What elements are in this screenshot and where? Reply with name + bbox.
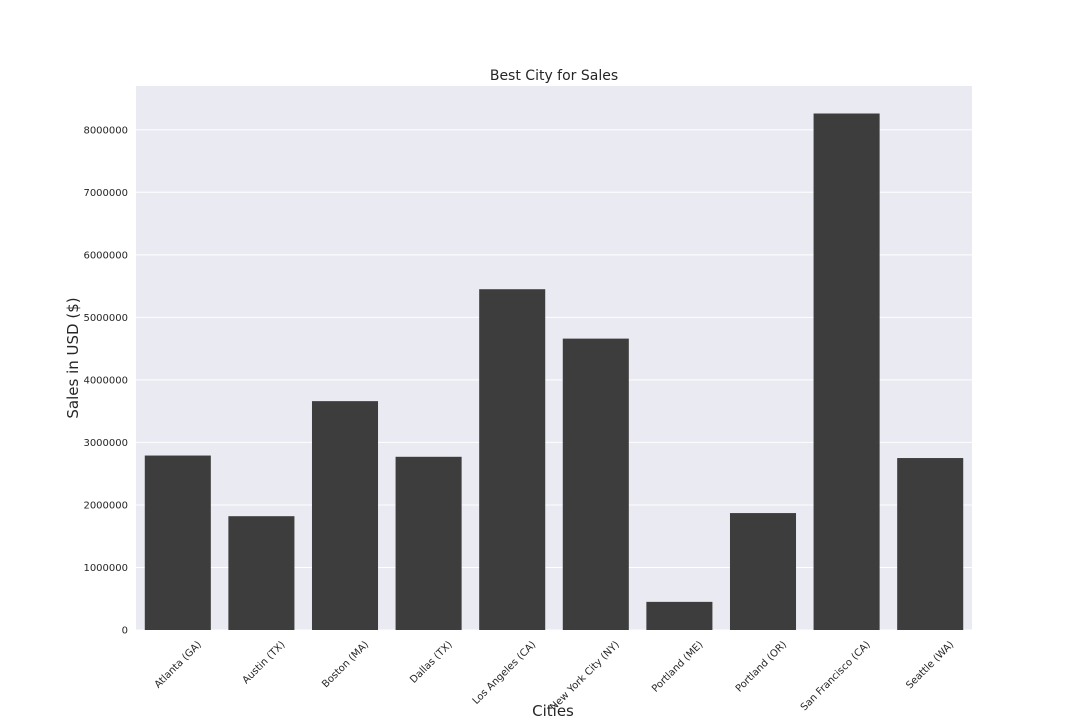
x-tick-label: Portland (ME) bbox=[650, 639, 705, 694]
y-tick-label: 8000000 bbox=[83, 125, 128, 136]
bar bbox=[395, 456, 462, 630]
y-tick-label: 0 bbox=[122, 626, 128, 637]
x-axis-label: Cities bbox=[532, 702, 574, 720]
y-axis-ticks: 0 1000000 2000000 3000000 4000000 5000000 6000… bbox=[83, 125, 128, 636]
bar bbox=[479, 289, 546, 630]
y-tick-label: 7000000 bbox=[83, 188, 128, 199]
y-tick-label: 2000000 bbox=[83, 500, 128, 511]
bar bbox=[646, 601, 713, 630]
chart-title: Best City for Sales bbox=[490, 68, 618, 84]
y-tick-label: 6000000 bbox=[83, 250, 128, 261]
x-tick-label: Austin (TX) bbox=[241, 639, 288, 686]
bar bbox=[897, 458, 964, 630]
x-tick-label: Portland (OR) bbox=[734, 639, 789, 694]
x-tick-label: Seattle (WA) bbox=[904, 639, 956, 691]
y-tick-label: 1000000 bbox=[83, 563, 128, 574]
x-tick-label: Dallas (TX) bbox=[408, 639, 455, 686]
y-tick-label: 3000000 bbox=[83, 438, 128, 449]
x-tick-label: San Francisco (CA) bbox=[799, 639, 873, 713]
bars bbox=[144, 113, 964, 631]
y-axis-label: Sales in USD ($) bbox=[64, 297, 82, 418]
bar bbox=[228, 516, 295, 630]
x-tick-label: Los Angeles (CA) bbox=[471, 639, 539, 707]
bar bbox=[144, 455, 211, 630]
x-tick-label: Atlanta (GA) bbox=[153, 639, 204, 690]
bar bbox=[813, 113, 880, 631]
bar bbox=[729, 513, 797, 630]
x-tick-label: Boston (MA) bbox=[320, 639, 371, 690]
bar bbox=[311, 401, 379, 630]
bar bbox=[562, 338, 629, 630]
y-tick-label: 5000000 bbox=[83, 313, 128, 324]
y-tick-label: 4000000 bbox=[83, 375, 128, 386]
